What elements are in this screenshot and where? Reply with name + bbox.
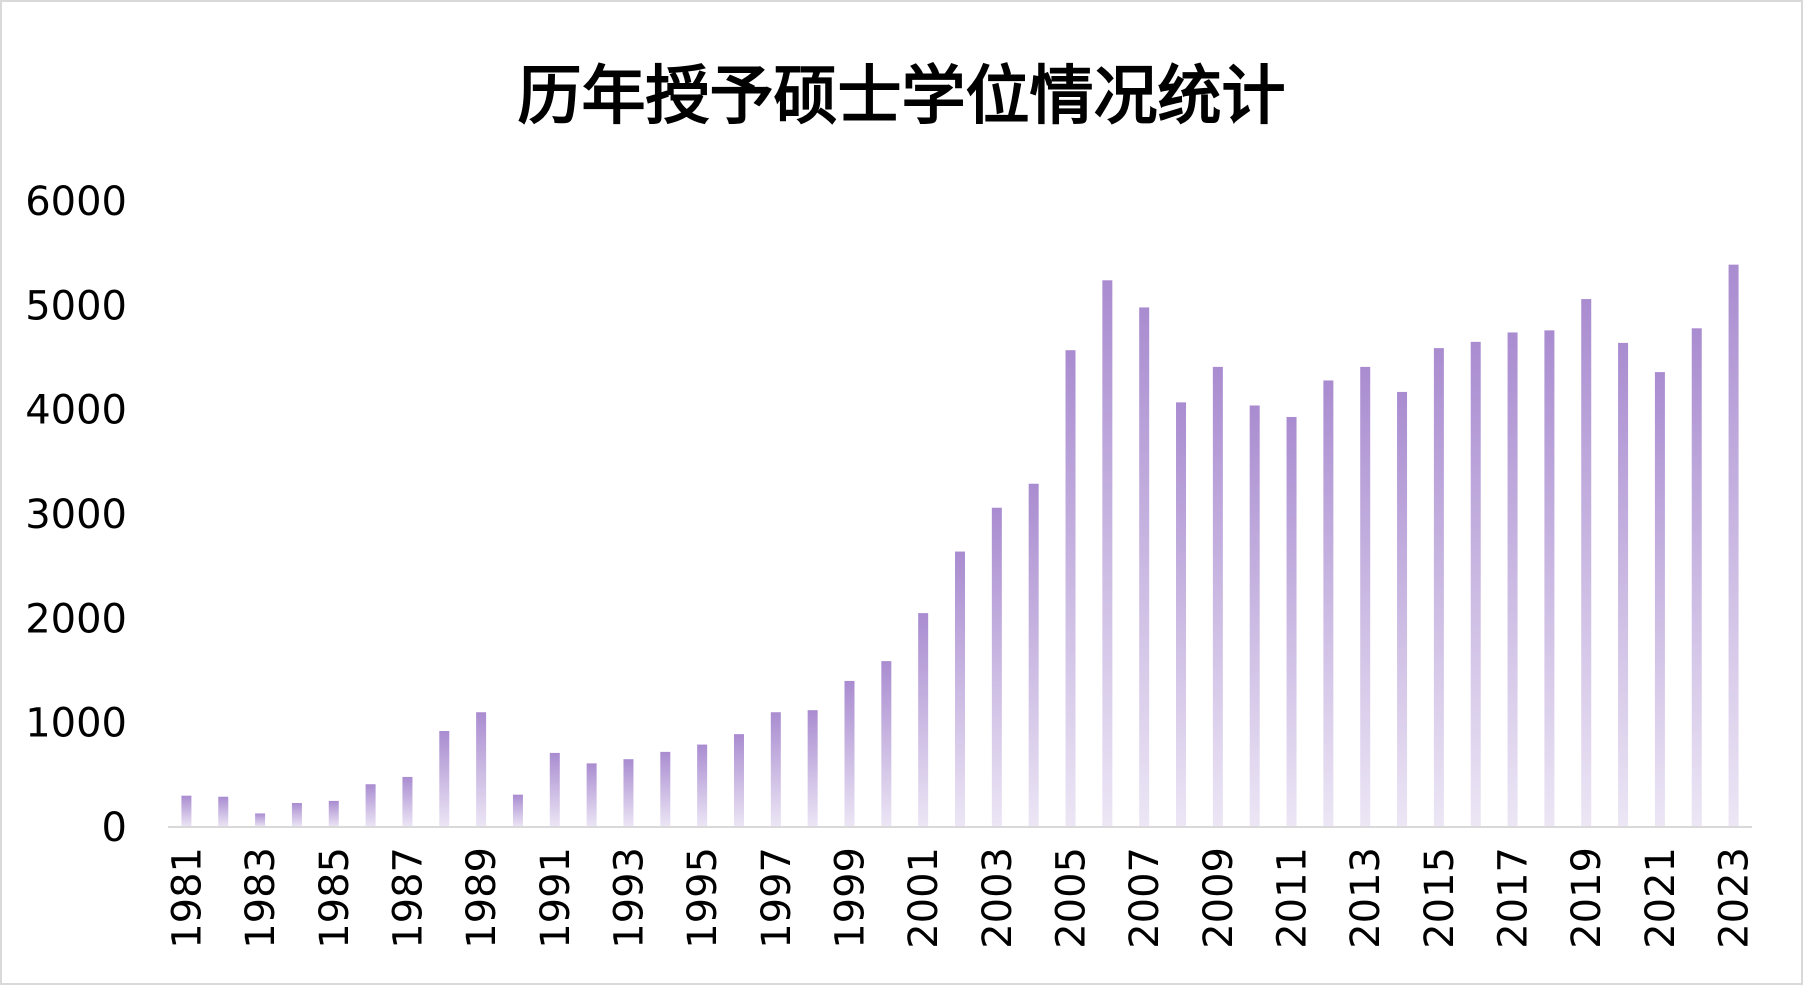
bar	[255, 813, 266, 827]
bar	[1028, 483, 1039, 827]
bar	[586, 763, 597, 827]
bar	[365, 784, 376, 827]
y-tick-label: 5000	[25, 283, 127, 329]
y-tick-label: 1000	[25, 701, 127, 747]
bar	[1212, 366, 1223, 827]
bar	[881, 661, 892, 827]
bar	[918, 613, 929, 827]
bar	[1654, 372, 1665, 827]
bar	[439, 731, 450, 827]
x-tick-label: 1997	[754, 847, 800, 949]
bar	[549, 752, 560, 827]
x-tick-label: 2011	[1270, 847, 1316, 949]
x-tick-label: 2017	[1491, 847, 1537, 949]
y-tick-label: 4000	[25, 388, 127, 434]
bar	[328, 800, 339, 827]
x-tick-label: 2003	[975, 847, 1021, 949]
y-tick-label: 6000	[25, 179, 127, 225]
bar	[1397, 391, 1408, 827]
x-tick-label: 2023	[1712, 847, 1758, 949]
x-tick-label: 1989	[459, 847, 505, 949]
x-tick-label: 2021	[1638, 847, 1684, 949]
x-tick-label: 1999	[827, 847, 873, 949]
bar	[512, 794, 523, 827]
x-tick-label: 1983	[238, 847, 284, 949]
bar	[476, 712, 487, 827]
bar	[1102, 280, 1113, 827]
y-tick-label: 0	[102, 805, 127, 851]
bar	[1286, 416, 1297, 827]
bar	[1581, 299, 1592, 827]
bar	[1433, 348, 1444, 827]
bar	[623, 759, 634, 827]
chart-title: 历年授予硕士学位情况统计	[517, 60, 1286, 134]
x-tick-label: 1995	[680, 847, 726, 949]
bars	[181, 264, 1739, 827]
bar	[1139, 307, 1150, 827]
bar	[1249, 405, 1260, 827]
bar	[1728, 264, 1739, 827]
bar	[955, 551, 965, 827]
bar	[402, 776, 413, 827]
bar	[291, 803, 302, 827]
x-tick-label: 1991	[533, 847, 579, 949]
x-tick-label: 1993	[606, 847, 652, 949]
x-tick-label: 2015	[1417, 847, 1463, 949]
x-tick-label: 2005	[1049, 847, 1095, 949]
x-tick-label: 2009	[1196, 847, 1242, 949]
y-axis-labels: 0 1000 2000 3000 4000 5000 6000	[25, 179, 127, 851]
bar	[1176, 402, 1187, 827]
x-tick-label: 1987	[385, 847, 431, 949]
y-tick-label: 3000	[25, 492, 127, 538]
x-tick-label: 2013	[1343, 847, 1389, 949]
bar	[1360, 366, 1371, 827]
bar	[1691, 328, 1702, 827]
bar	[218, 796, 229, 827]
bar	[1065, 350, 1076, 827]
bar	[1470, 341, 1481, 827]
bar	[1618, 342, 1629, 827]
bar	[181, 795, 192, 827]
bar	[1323, 380, 1334, 827]
bar	[770, 712, 781, 827]
x-tick-label: 2019	[1564, 847, 1610, 949]
y-tick-label: 2000	[25, 596, 127, 642]
bar	[1544, 330, 1555, 827]
bar	[733, 734, 744, 827]
bar	[697, 744, 708, 827]
bar	[660, 751, 671, 827]
bar	[1507, 332, 1518, 827]
bar	[991, 507, 1002, 827]
x-tick-label: 1985	[312, 847, 358, 949]
x-tick-label: 2007	[1122, 847, 1168, 949]
x-tick-label: 2001	[901, 847, 947, 949]
bar	[844, 680, 855, 827]
x-tick-label: 1981	[164, 847, 210, 949]
bar	[807, 710, 818, 827]
x-axis-labels: 1981 1983 1985 1987 1989 1991 1993 1995 1997 1999…	[164, 847, 1757, 949]
